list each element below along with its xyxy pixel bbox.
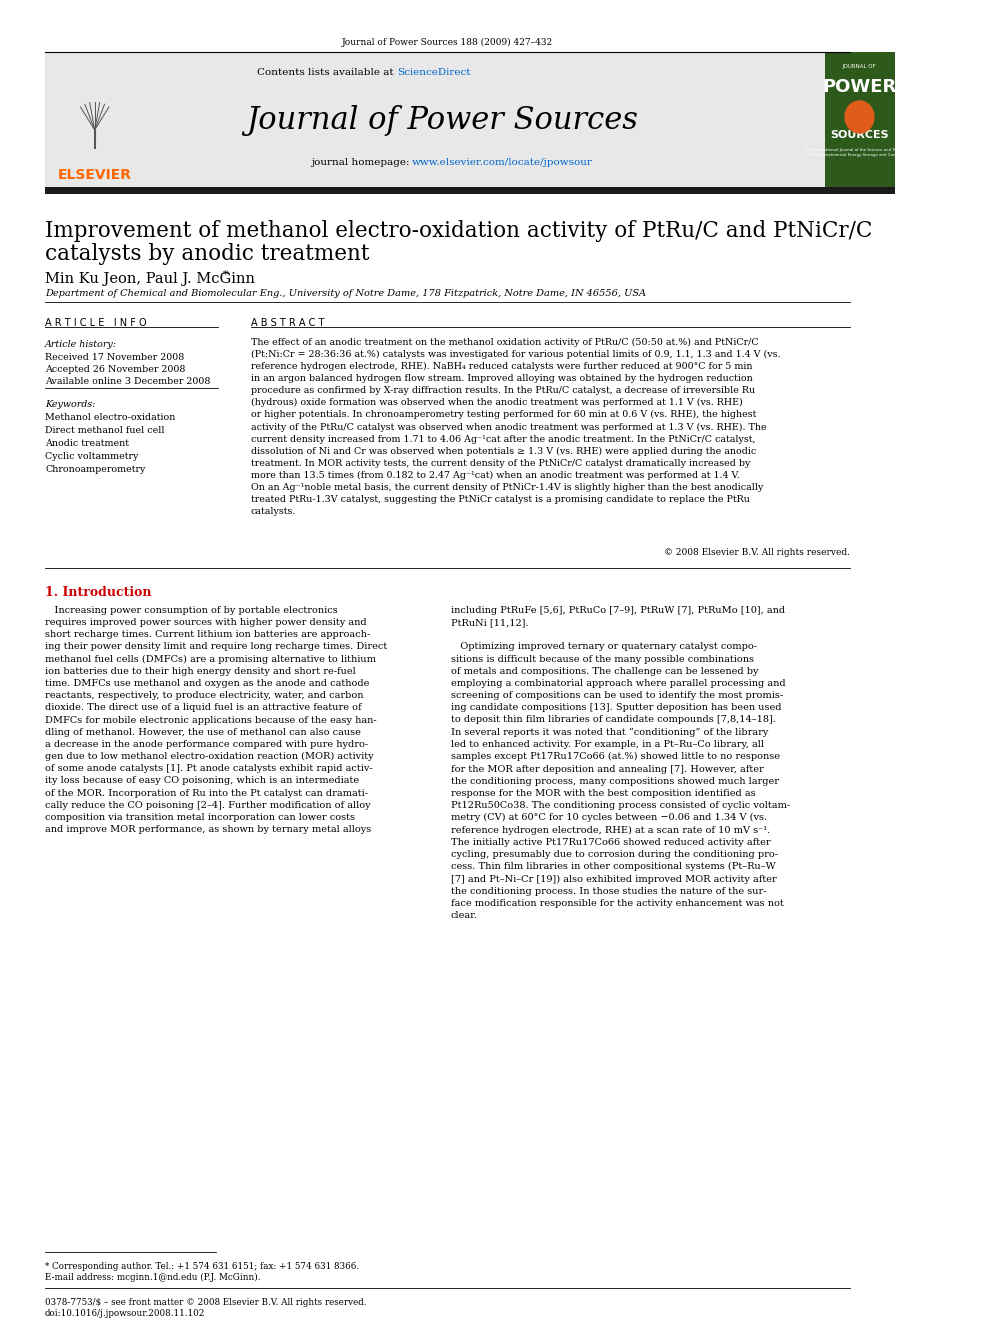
Text: ELSEVIER: ELSEVIER: [58, 168, 132, 183]
Text: Keywords:: Keywords:: [45, 400, 95, 409]
Circle shape: [845, 101, 874, 134]
Bar: [45, 52, 825, 188]
Text: 0378-7753/$ – see front matter © 2008 Elsevier B.V. All rights reserved.: 0378-7753/$ – see front matter © 2008 El…: [45, 1298, 367, 1307]
Text: Available online 3 December 2008: Available online 3 December 2008: [45, 377, 210, 386]
Text: © 2008 Elsevier B.V. All rights reserved.: © 2008 Elsevier B.V. All rights reserved…: [664, 548, 849, 557]
Text: Increasing power consumption of by portable electronics
requires improved power : Increasing power consumption of by porta…: [45, 606, 387, 833]
Text: Department of Chemical and Biomolecular Eng., University of Notre Dame, 178 Fitz: Department of Chemical and Biomolecular …: [45, 288, 646, 298]
Bar: [45, 187, 895, 194]
Text: journal homepage:: journal homepage:: [311, 157, 413, 167]
Text: JOURNAL OF: JOURNAL OF: [842, 64, 876, 69]
Text: including PtRuFe [5,6], PtRuCo [7–9], PtRuW [7], PtRuMo [10], and
PtRuNi [11,12]: including PtRuFe [5,6], PtRuCo [7–9], Pt…: [451, 606, 790, 919]
Text: E-mail address: mcginn.1@nd.edu (P.J. McGinn).: E-mail address: mcginn.1@nd.edu (P.J. Mc…: [45, 1273, 261, 1282]
Text: A R T I C L E   I N F O: A R T I C L E I N F O: [45, 318, 147, 328]
Text: Received 17 November 2008: Received 17 November 2008: [45, 353, 185, 363]
Text: Chronoamperometry: Chronoamperometry: [45, 464, 146, 474]
Text: A B S T R A C T: A B S T R A C T: [251, 318, 324, 328]
Text: Cyclic voltammetry: Cyclic voltammetry: [45, 452, 139, 460]
Text: Contents lists available at: Contents lists available at: [257, 67, 397, 77]
Text: The effect of an anodic treatment on the methanol oxidation activity of PtRu/C (: The effect of an anodic treatment on the…: [251, 337, 781, 516]
Text: Improvement of methanol electro-oxidation activity of PtRu/C and PtNiCr/C: Improvement of methanol electro-oxidatio…: [45, 220, 873, 242]
Text: Min Ku Jeon, Paul J. McGinn: Min Ku Jeon, Paul J. McGinn: [45, 273, 255, 286]
Text: Journal of Power Sources: Journal of Power Sources: [246, 105, 638, 136]
Text: www.elsevier.com/locate/jpowsour: www.elsevier.com/locate/jpowsour: [412, 157, 593, 167]
Text: Accepted 26 November 2008: Accepted 26 November 2008: [45, 365, 186, 374]
Text: doi:10.1016/j.jpowsour.2008.11.102: doi:10.1016/j.jpowsour.2008.11.102: [45, 1308, 205, 1318]
Text: Direct methanol fuel cell: Direct methanol fuel cell: [45, 426, 165, 435]
Text: *: *: [223, 270, 228, 280]
Text: ScienceDirect: ScienceDirect: [397, 67, 470, 77]
Text: * Corresponding author. Tel.: +1 574 631 6151; fax: +1 574 631 8366.: * Corresponding author. Tel.: +1 574 631…: [45, 1262, 359, 1271]
Text: The International Journal of the Science and Technology
of Electrochemical Energ: The International Journal of the Science…: [805, 148, 915, 157]
Bar: [825, 52, 895, 188]
Text: SOURCES: SOURCES: [830, 130, 889, 140]
Text: Journal of Power Sources 188 (2009) 427–432: Journal of Power Sources 188 (2009) 427–…: [342, 38, 553, 48]
Text: catalysts by anodic treatment: catalysts by anodic treatment: [45, 243, 370, 265]
Text: 1. Introduction: 1. Introduction: [45, 586, 152, 599]
Text: Methanol electro-oxidation: Methanol electro-oxidation: [45, 413, 176, 422]
Text: Anodic treatment: Anodic treatment: [45, 439, 129, 448]
Text: Article history:: Article history:: [45, 340, 117, 349]
Text: POWER: POWER: [822, 78, 897, 97]
